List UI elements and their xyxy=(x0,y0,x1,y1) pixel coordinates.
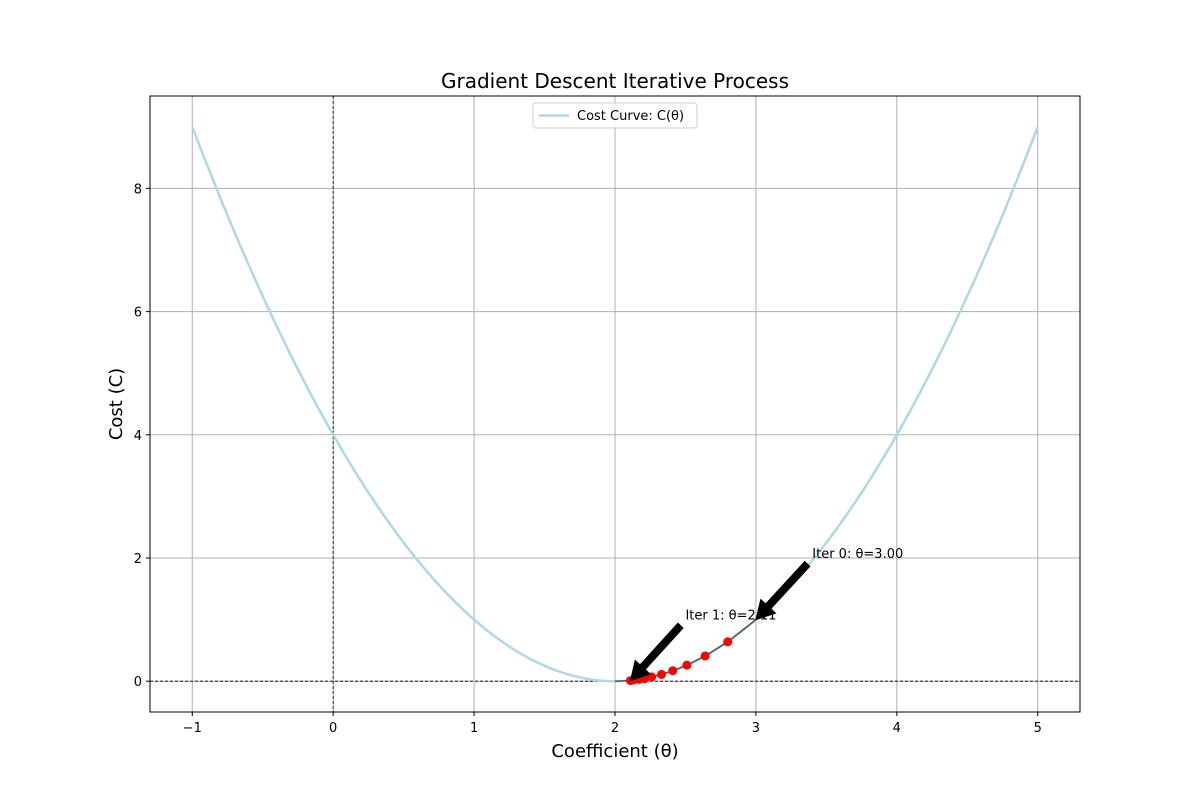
y-tick-label: 0 xyxy=(134,675,142,690)
grid-layer xyxy=(150,96,1080,712)
x-tick-label: 2 xyxy=(611,721,619,736)
tick-layer: −1 0 1 2 3 4 5 0 2 4 6 8 xyxy=(134,182,1042,736)
x-tick-label: −1 xyxy=(183,721,202,736)
iterate-point xyxy=(700,651,710,661)
annotations-layer: Iter 0: θ=3.00 Iter 1: θ=2.11 xyxy=(629,547,903,682)
x-tick-label: 3 xyxy=(752,721,760,736)
x-axis-label: Coefficient (θ) xyxy=(551,741,678,762)
annotation-arrow xyxy=(629,622,684,682)
y-axis-label: Cost (C) xyxy=(106,368,127,440)
descent-path-segment xyxy=(727,619,757,643)
legend-box xyxy=(532,102,698,129)
annotation-label: Iter 0: θ=3.00 xyxy=(812,547,903,562)
x-tick-label: 0 xyxy=(329,721,337,736)
y-tick-label: 6 xyxy=(134,306,142,321)
x-tick-label: 4 xyxy=(893,721,901,736)
legend-label-cost-curve: Cost Curve: C(θ) xyxy=(577,109,684,124)
iterate-point xyxy=(723,637,733,647)
annotation-arrow xyxy=(755,560,811,621)
x-tick-label: 5 xyxy=(1034,721,1042,736)
legend: Cost Curve: C(θ) xyxy=(532,102,698,129)
chart-title: Gradient Descent Iterative Process xyxy=(441,69,789,93)
iterate-point xyxy=(668,666,678,676)
iterate-points-layer xyxy=(626,637,733,686)
y-tick-label: 8 xyxy=(134,182,142,197)
y-tick-label: 4 xyxy=(134,429,142,444)
iterate-point xyxy=(682,660,692,670)
annotation-label: Iter 1: θ=2.11 xyxy=(685,609,776,624)
x-tick-label: 1 xyxy=(470,721,478,736)
iterate-point xyxy=(657,669,666,679)
y-tick-label: 2 xyxy=(134,552,142,567)
